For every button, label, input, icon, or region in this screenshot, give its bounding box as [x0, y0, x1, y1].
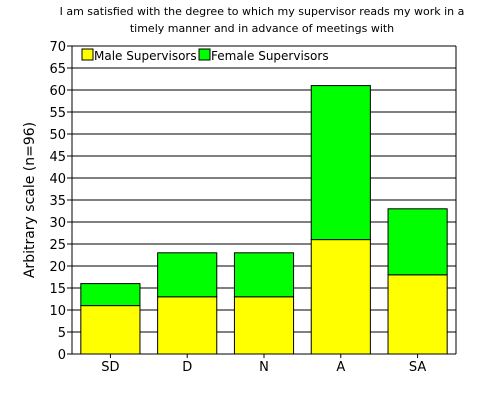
y-tick-label: 55: [49, 106, 66, 121]
bar-sa-series-2: [387, 208, 448, 276]
x-tick-label: N: [259, 360, 269, 375]
bar-d-series-2: [157, 252, 218, 298]
bar-sa-series-1: [387, 274, 448, 355]
x-tick-label: A: [336, 360, 345, 375]
legend-swatch-series-1: [81, 48, 94, 61]
x-tick-label: SA: [409, 360, 426, 375]
chart-title-line-1: I am satisfied with the degree to which …: [60, 5, 465, 18]
bar-sd-series-1: [80, 305, 141, 355]
y-tick-label: 40: [49, 172, 66, 187]
y-tick-label: 0: [58, 348, 66, 363]
bar-sd-series-2: [80, 283, 141, 307]
chart-title: I am satisfied with the degree to which …: [60, 5, 465, 35]
bar-n-series-1: [233, 296, 295, 355]
y-tick-label: 5: [58, 326, 66, 341]
y-tick-label: 45: [49, 150, 66, 165]
bar-n-series-2: [233, 252, 295, 298]
y-tick-label: 25: [49, 238, 66, 253]
x-tick-label: SD: [101, 360, 119, 375]
legend-swatch-series-2: [198, 48, 211, 61]
y-tick-label: 70: [49, 40, 66, 55]
y-tick-label: 35: [49, 194, 66, 209]
x-ticks: SD D N A SA: [101, 354, 426, 375]
chart-title-line-2: timely manner and in advance of meetings…: [130, 22, 394, 35]
y-ticks: 0 5 10 15 20 25 30 35 40 45 50 55 60 65 70: [49, 40, 72, 363]
y-tick-label: 20: [49, 260, 66, 275]
bars: [80, 85, 448, 355]
y-tick-label: 30: [49, 216, 66, 231]
y-tick-label: 15: [49, 282, 66, 297]
bar-d-series-1: [157, 296, 218, 355]
bar-a-series-1: [310, 239, 371, 355]
y-tick-label: 50: [49, 128, 66, 143]
y-tick-label: 60: [49, 84, 66, 99]
legend-label-series-1: Male Supervisors: [94, 49, 197, 63]
legend-label-series-2: Female Supervisors: [211, 49, 329, 63]
y-tick-label: 10: [49, 304, 66, 319]
x-tick-label: D: [182, 360, 192, 375]
y-axis-label: Arbitrary scale (n=96): [22, 122, 38, 278]
legend: Male Supervisors Female Supervisors: [81, 48, 329, 63]
bar-a-series-2: [310, 85, 371, 241]
y-tick-label: 65: [49, 62, 66, 77]
